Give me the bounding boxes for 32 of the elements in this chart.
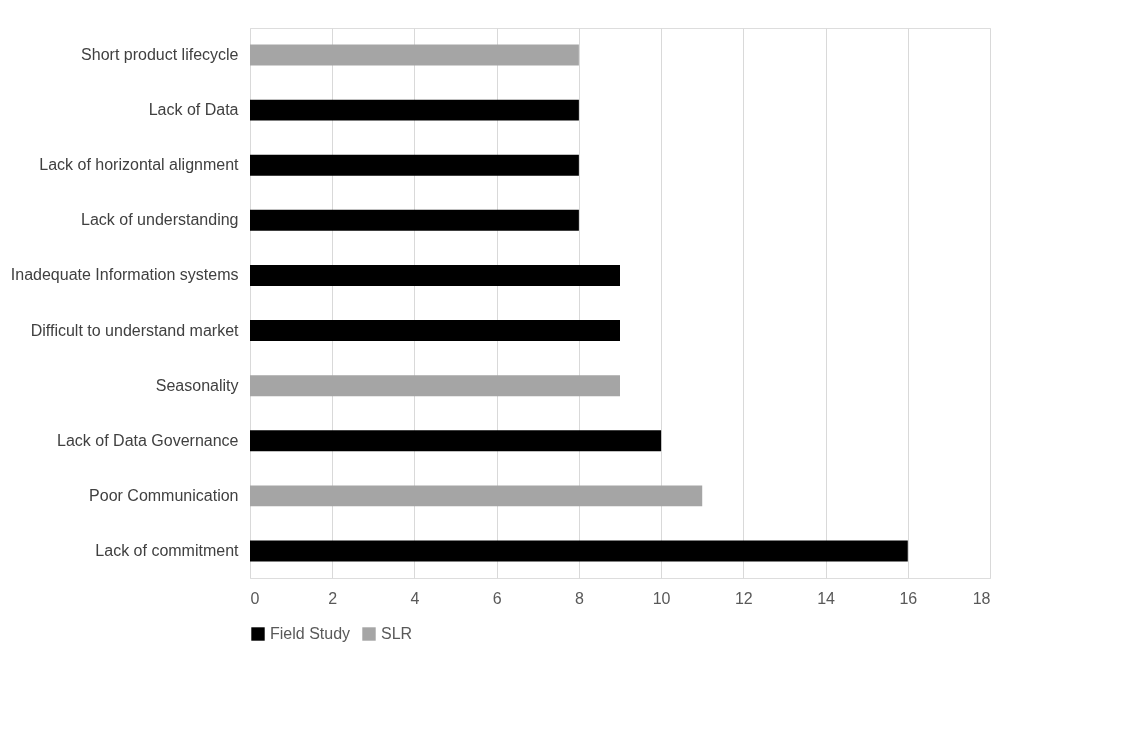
y-tick-label: Poor Communication — [89, 486, 239, 504]
bar — [250, 209, 579, 231]
legend-label: Field Study — [270, 625, 351, 642]
bar — [250, 264, 620, 286]
y-tick-label: Lack of horizontal alignment — [39, 156, 240, 174]
bar — [250, 540, 908, 562]
y-tick-label: Lack of understanding — [81, 211, 239, 229]
y-tick-label: Lack of Data — [148, 101, 239, 119]
bar — [250, 44, 579, 66]
x-tick-label: 10 — [652, 589, 671, 607]
bar — [250, 99, 579, 121]
bar — [250, 430, 662, 452]
x-tick-label: 12 — [734, 589, 753, 607]
bar — [250, 320, 620, 342]
x-tick-label: 0 — [250, 589, 260, 607]
y-tick-label: Difficult to understand market — [30, 321, 240, 339]
bar — [250, 485, 703, 507]
y-tick-label: Seasonality — [155, 376, 239, 394]
x-tick-label: 6 — [492, 589, 502, 607]
x-tick-label: 14 — [817, 589, 836, 607]
y-tick-label: Lack of commitment — [95, 542, 240, 559]
x-tick-label: 2 — [328, 589, 338, 607]
x-tick-label: 18 — [972, 589, 991, 607]
x-tick-label: 4 — [410, 589, 420, 607]
bar — [250, 154, 579, 176]
x-tick-label: 16 — [899, 589, 918, 607]
y-tick-label: Inadequate Information systems — [10, 266, 239, 284]
x-tick-label: 8 — [574, 589, 584, 607]
legend-label: SLR — [381, 625, 413, 642]
y-tick-label: Lack of Data Governance — [57, 431, 239, 449]
y-tick-label: Short product lifecycle — [81, 46, 239, 63]
bar — [250, 375, 620, 397]
